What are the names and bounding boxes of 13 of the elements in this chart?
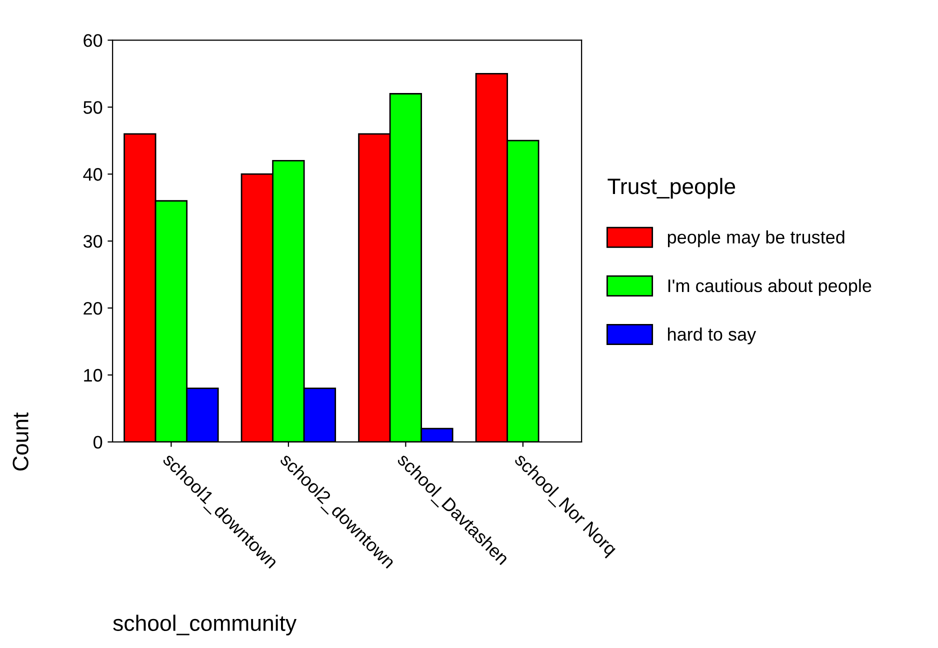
y-tick-label: 40 <box>83 168 102 181</box>
y-tick-label: 60 <box>84 34 102 47</box>
y-tick-label: 10 <box>84 368 102 382</box>
legend-label: I'm cautious about people <box>668 278 872 296</box>
legend-label: hard to say <box>668 327 756 344</box>
y-tick-label: 0 <box>94 436 102 449</box>
legend-label: people may be trusted <box>668 230 844 248</box>
y-tick-label: 30 <box>83 234 102 248</box>
x-axis-title: school_community <box>113 614 297 636</box>
y-tick-label: 20 <box>84 302 102 315</box>
y-tick-label: 50 <box>83 101 102 114</box>
y-axis-title: Count <box>12 412 28 470</box>
legend-title: Trust_people <box>608 178 736 199</box>
